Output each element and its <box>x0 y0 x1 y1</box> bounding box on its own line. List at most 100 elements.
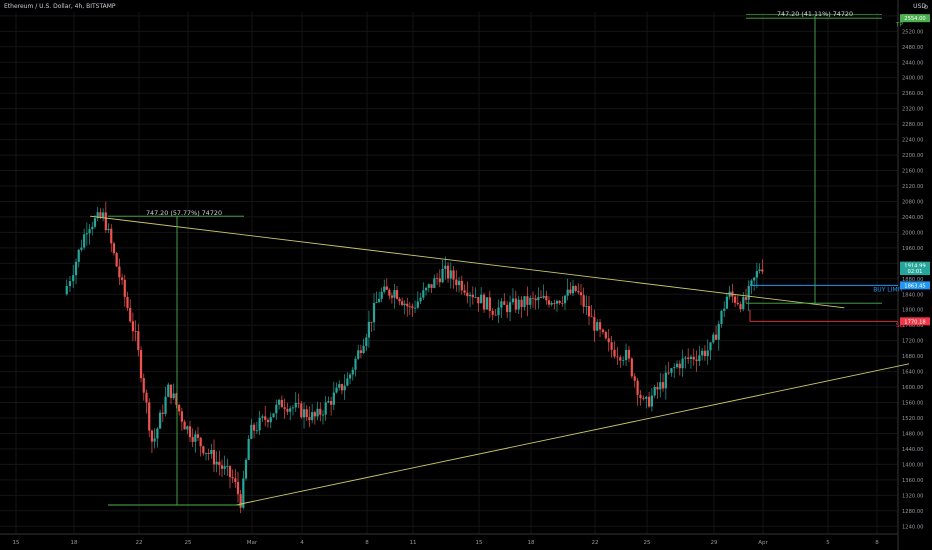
candle-body <box>449 270 452 279</box>
candle-body <box>398 298 401 302</box>
candle-body <box>550 302 553 305</box>
candle-body <box>714 334 718 340</box>
candle-body <box>468 294 472 297</box>
candle-body <box>508 302 512 313</box>
candle-body <box>305 409 308 418</box>
candle-body <box>210 449 213 454</box>
candle-body <box>332 392 335 405</box>
candle-body <box>636 380 639 395</box>
candle-body <box>153 438 156 442</box>
candle-body <box>491 310 494 315</box>
candle-body <box>150 430 154 442</box>
y-tick-label: 1800.00 <box>902 308 923 314</box>
candle-body <box>388 289 391 296</box>
y-tick-label: 2240.00 <box>902 138 923 144</box>
candle-body <box>712 334 715 343</box>
candle-body <box>477 297 480 304</box>
candle-body <box>354 358 357 370</box>
candle-body <box>99 212 102 218</box>
candle-body <box>650 395 653 407</box>
candle-body <box>365 337 368 346</box>
candle-body <box>258 417 261 431</box>
candle-body <box>335 387 338 393</box>
candle-body <box>346 378 349 386</box>
candle-body <box>167 384 170 397</box>
price-tag-bg <box>900 14 930 23</box>
candle-body <box>579 292 583 296</box>
candle-body <box>403 303 406 305</box>
candle-body <box>115 253 118 267</box>
y-tick-label: 1720.00 <box>902 339 923 345</box>
y-tick-label: 1400.00 <box>902 462 923 468</box>
trendline-upper <box>90 215 845 309</box>
candle-body <box>102 212 105 218</box>
candle-body <box>684 357 687 359</box>
candle-body <box>74 261 78 276</box>
candle-body <box>455 279 458 286</box>
candle-body <box>433 278 436 288</box>
candle-body <box>695 359 698 362</box>
candle-body <box>283 407 286 409</box>
candle-body <box>622 360 625 361</box>
candle-body <box>537 297 540 301</box>
candle-body <box>545 295 548 301</box>
candle-body <box>223 466 226 469</box>
candle-body <box>294 402 297 408</box>
candle-body <box>558 300 561 303</box>
price-tag-label: 1914.99 <box>904 264 925 270</box>
y-tick-label: 2440.00 <box>902 60 923 66</box>
candle-body <box>755 271 758 278</box>
candle-body <box>264 416 267 420</box>
candle-body <box>134 331 137 332</box>
candle-body <box>321 414 325 416</box>
candle-body <box>83 234 86 248</box>
candle-body <box>178 404 181 412</box>
y-tick-label: 2280.00 <box>902 122 923 128</box>
x-tick-label: Mar <box>247 540 258 546</box>
candle-body <box>380 291 383 299</box>
candle-body <box>500 301 503 308</box>
candle-body <box>630 358 633 377</box>
candle-body <box>413 307 417 309</box>
candle-body <box>698 355 701 362</box>
candle-body <box>563 295 567 304</box>
candle-body <box>601 329 605 333</box>
candle-body <box>619 357 622 361</box>
candle-body <box>156 428 159 439</box>
candle-body <box>252 424 256 431</box>
candle-body <box>659 382 662 390</box>
price-tag-label: 1770.18 <box>904 319 925 325</box>
x-tick-label: 8 <box>365 540 369 546</box>
candle-body <box>553 302 556 304</box>
candle-body <box>239 494 242 508</box>
candle-body <box>91 226 94 230</box>
candle-body <box>452 270 455 280</box>
candle-body <box>531 297 535 299</box>
candle-body <box>286 408 289 412</box>
candle-body <box>207 453 210 454</box>
candle-body <box>139 350 143 379</box>
y-tick-label: 1240.00 <box>902 524 923 530</box>
candle-body <box>390 295 394 298</box>
candle-body <box>517 299 520 310</box>
candle-body <box>129 307 132 322</box>
x-tick-label: 11 <box>410 540 417 546</box>
x-tick-label: 8 <box>875 540 879 546</box>
candle-body <box>308 417 311 421</box>
candle-body <box>739 304 742 310</box>
candle-body <box>65 285 68 295</box>
candle-body <box>733 296 737 303</box>
price-tag-bg <box>900 261 930 270</box>
candle-body <box>280 399 283 408</box>
candle-body <box>761 269 764 272</box>
y-tick-label: 2040.00 <box>902 215 923 221</box>
candle-body <box>446 265 450 279</box>
candle-body <box>172 393 175 399</box>
candle-body <box>234 478 237 482</box>
y-tick-label: 1640.00 <box>902 370 923 376</box>
x-tick-label: 25 <box>644 540 651 546</box>
y-tick-label: 2360.00 <box>902 91 923 97</box>
candle-body <box>534 298 537 301</box>
candle-body <box>523 296 526 308</box>
